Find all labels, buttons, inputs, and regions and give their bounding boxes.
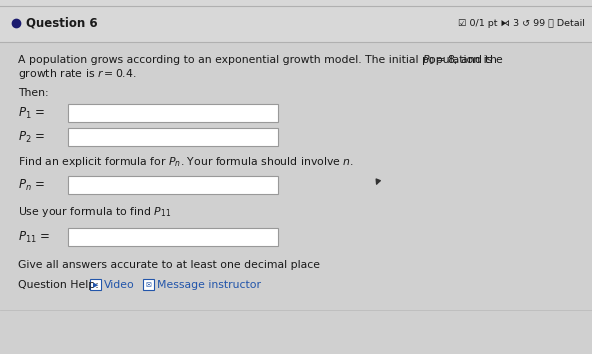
- Text: $P_0 = 8$, and the: $P_0 = 8$, and the: [422, 53, 504, 67]
- Text: Video: Video: [104, 280, 135, 290]
- FancyBboxPatch shape: [68, 104, 278, 122]
- FancyBboxPatch shape: [68, 228, 278, 246]
- Text: A population grows according to an exponential growth model. The initial populat: A population grows according to an expon…: [18, 55, 496, 65]
- Text: $P_n$ =: $P_n$ =: [18, 177, 45, 193]
- Text: Then:: Then:: [18, 88, 49, 98]
- Text: Use your formula to find $P_{11}$: Use your formula to find $P_{11}$: [18, 205, 171, 219]
- Text: ▶: ▶: [93, 282, 98, 288]
- FancyBboxPatch shape: [68, 128, 278, 146]
- Text: $P_{11}$ =: $P_{11}$ =: [18, 229, 50, 245]
- Text: Question Help:: Question Help:: [18, 280, 102, 290]
- FancyBboxPatch shape: [90, 279, 101, 290]
- FancyBboxPatch shape: [68, 176, 278, 194]
- Text: ✉: ✉: [146, 282, 152, 288]
- Text: Question 6: Question 6: [26, 17, 98, 29]
- Text: $P_2$ =: $P_2$ =: [18, 130, 45, 144]
- Text: Find an explicit formula for $P_n$. Your formula should involve $n$.: Find an explicit formula for $P_n$. Your…: [18, 155, 354, 169]
- Text: Message instructor: Message instructor: [157, 280, 261, 290]
- FancyBboxPatch shape: [143, 279, 154, 290]
- Text: Give all answers accurate to at least one decimal place: Give all answers accurate to at least on…: [18, 260, 320, 270]
- Bar: [0, 0, 592, 42]
- Text: ☑ 0/1 pt ⧑ 3 ↺ 99 ⓘ Detail: ☑ 0/1 pt ⧑ 3 ↺ 99 ⓘ Detail: [458, 18, 585, 28]
- Text: growth rate is $r = 0.4$.: growth rate is $r = 0.4$.: [18, 67, 137, 81]
- Text: $P_1$ =: $P_1$ =: [18, 105, 45, 121]
